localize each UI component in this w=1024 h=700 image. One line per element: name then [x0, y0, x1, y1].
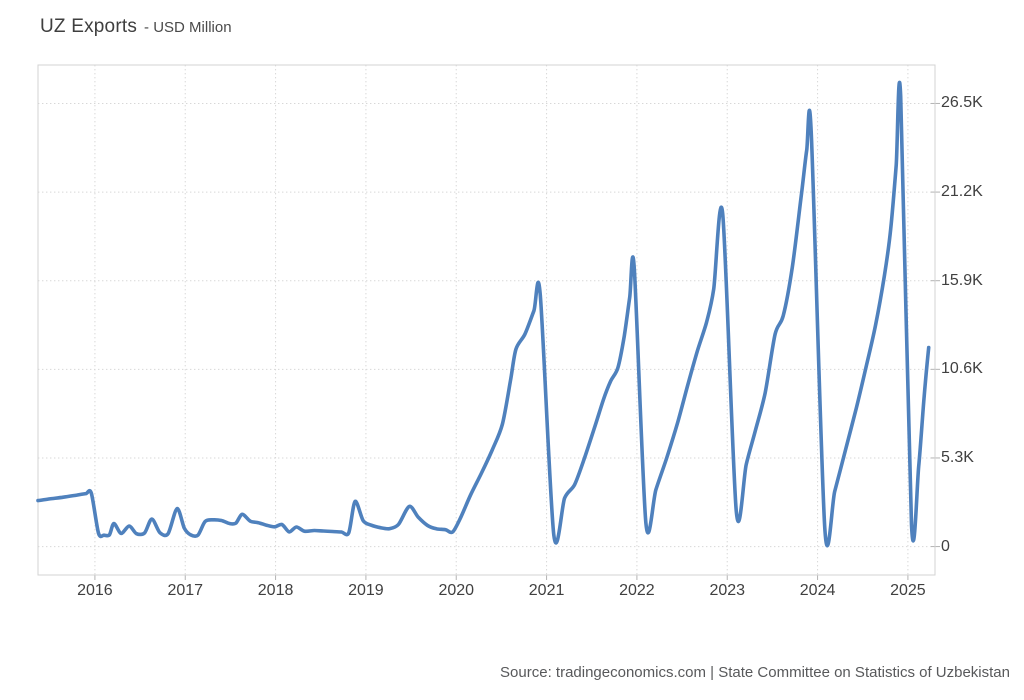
exports-line-series [36, 80, 931, 548]
y-axis-label: 0 [941, 537, 950, 555]
y-axis-label: 10.6K [941, 360, 983, 378]
y-axis-label: 15.9K [941, 271, 983, 289]
source-text: Source: tradingeconomics.com | State Com… [500, 664, 1010, 681]
chart-header: UZ Exports - USD Million [40, 16, 232, 38]
plot-area[interactable] [38, 65, 935, 575]
plot-border [37, 64, 936, 576]
x-axis-label: 2021 [528, 582, 565, 599]
x-axis-label: 2023 [709, 582, 746, 599]
x-axis-label: 2022 [619, 582, 655, 599]
x-axis-label: 2017 [167, 582, 204, 599]
x-axis-label: 2024 [799, 582, 836, 599]
y-axis-label: 21.2K [941, 183, 983, 201]
y-axis-label: 26.5K [941, 94, 983, 112]
y-axis-label: 5.3K [941, 448, 974, 466]
chart-title: UZ Exports [40, 16, 138, 37]
x-axis-label: 2018 [257, 582, 294, 599]
chart-subtitle: - USD Million [144, 19, 232, 36]
x-axis-label: 2020 [438, 582, 475, 599]
x-axis-label: 2025 [890, 582, 926, 599]
x-axis-label: 2019 [348, 582, 384, 599]
x-axis-label: 2016 [77, 582, 113, 599]
